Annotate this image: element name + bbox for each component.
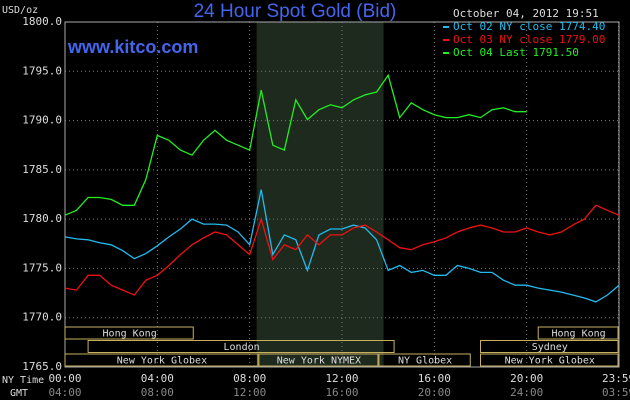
session-label: Hong Kong: [103, 329, 157, 340]
legend-label: Oct 04 Last 1791.50: [453, 46, 579, 59]
y-tick-label: 1795.0: [22, 64, 62, 77]
series-line: [64, 73, 527, 216]
session-bar: [480, 340, 619, 353]
session-bar: [87, 340, 395, 353]
y-tick-label: 1765.0: [22, 360, 62, 373]
session-label: New York NYMEX: [277, 356, 361, 367]
y-tick-label: 1785.0: [22, 163, 62, 176]
plot-frame: [64, 21, 620, 368]
x-tick-label: 23:59: [602, 372, 630, 385]
session-bar: [64, 353, 259, 367]
y-tick-label: 1775.0: [22, 261, 62, 274]
x2-tick-label: 03:59: [602, 386, 630, 399]
y-tick-label: 1790.0: [22, 114, 62, 127]
x-tick-label: 20:00: [510, 372, 543, 385]
x-axis-label: NY Time: [2, 375, 44, 386]
y-tick-label: 1780.0: [22, 212, 62, 225]
x2-tick-label: 24:00: [510, 386, 543, 399]
x-tick-label: 04:00: [141, 372, 174, 385]
x2-axis-label: GMT: [10, 388, 28, 399]
session-bar: [258, 353, 379, 367]
session-bar: [480, 353, 619, 367]
highlight-band: [256, 22, 384, 367]
session-bar: [64, 326, 194, 340]
x2-tick-label: 20:00: [418, 386, 451, 399]
x2-tick-label: 04:00: [48, 386, 81, 399]
series-line: [64, 204, 620, 296]
source: www.kitco.com: [67, 37, 198, 57]
y-tick-label: 1800.0: [22, 15, 62, 28]
legend-label: Oct 03 NY close 1779.00: [453, 33, 605, 46]
x2-tick-label: 12:00: [233, 386, 266, 399]
legend-label: Oct 02 NY close 1774.40: [453, 20, 605, 33]
x-tick-label: 16:00: [418, 372, 451, 385]
session-label: Hong Kong: [552, 329, 606, 340]
session-bar: [537, 326, 619, 340]
session-label: New York Globex: [505, 356, 595, 367]
x-tick-label: 12:00: [325, 372, 358, 385]
timestamp: October 04, 2012 19:51: [453, 7, 599, 20]
x-tick-label: 08:00: [233, 372, 266, 385]
chart-title: 24 Hour Spot Gold (Bid): [194, 1, 397, 22]
y-axis-label: USD/oz: [2, 5, 38, 16]
session-label: NY Globex: [398, 356, 452, 367]
y-tick-label: 1770.0: [22, 311, 62, 324]
session-label: Sydney: [532, 342, 568, 353]
session-bar: [378, 353, 471, 367]
series-line: [64, 189, 620, 303]
x2-tick-label: 08:00: [141, 386, 174, 399]
session-label: New York Globex: [117, 356, 207, 367]
session-label: London: [224, 342, 260, 353]
x-tick-label: 00:00: [48, 372, 81, 385]
x2-tick-label: 16:00: [325, 386, 358, 399]
